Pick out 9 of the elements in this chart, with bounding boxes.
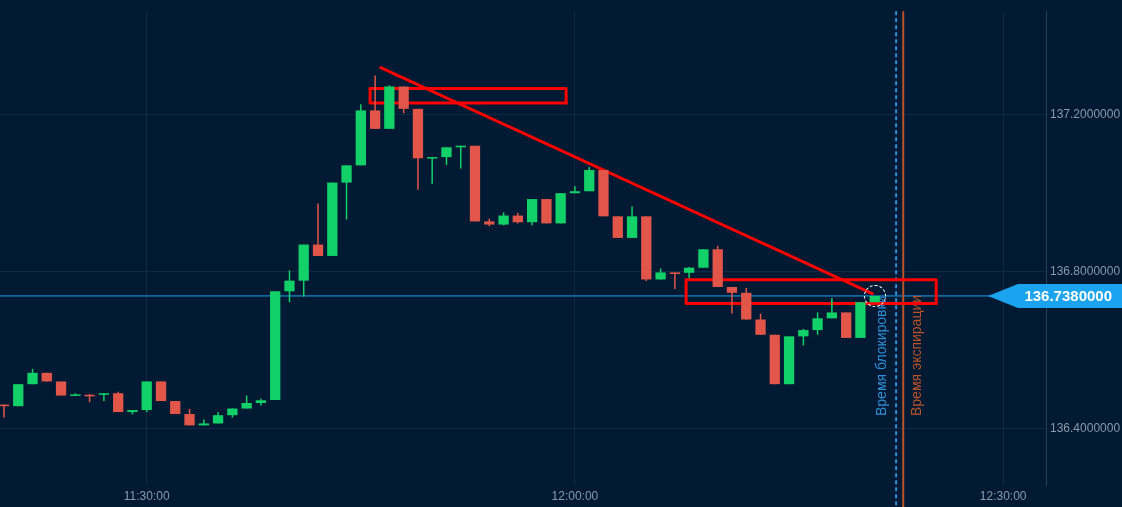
x-tick-label: 11:30:00 xyxy=(123,488,170,503)
y-tick-label: 136.4000000 xyxy=(1050,420,1121,435)
ref-line-label: 136.7380000 xyxy=(1024,287,1112,305)
y-tick-label: 136.8000000 xyxy=(1050,263,1121,278)
x-tick-label: 12:30:00 xyxy=(979,488,1027,503)
ref-line-label: Время экспирации xyxy=(908,294,925,416)
x-tick-label: 12:00:00 xyxy=(551,488,599,503)
ref-line-label: Время блокировки xyxy=(872,295,889,416)
y-tick-label: 137.2000000 xyxy=(1050,107,1121,122)
